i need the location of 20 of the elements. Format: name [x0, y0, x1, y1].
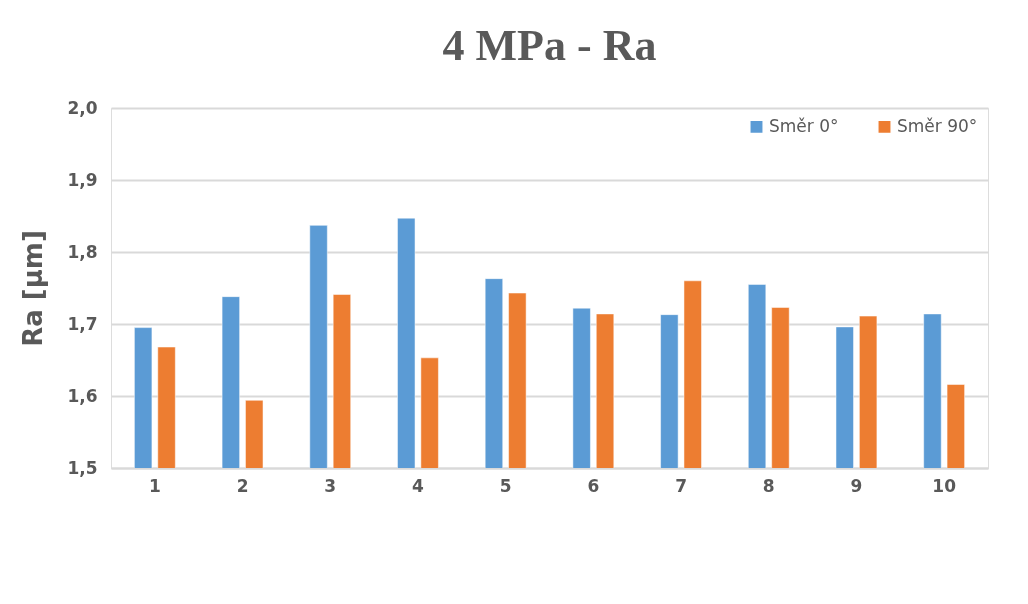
legend-label: Směr 0° — [769, 115, 839, 136]
y-tick-label: 1,5 — [67, 457, 98, 478]
x-tick-label: 8 — [762, 475, 775, 496]
y-tick-label: 2,0 — [67, 97, 98, 118]
y-tick-label: 1,9 — [67, 169, 98, 190]
x-tick-label: 6 — [587, 475, 600, 496]
legend-label: Směr 90° — [897, 115, 978, 136]
x-tick-label: 9 — [850, 475, 863, 496]
y-tick-label: 1,7 — [67, 313, 98, 334]
x-tick-label: 1 — [148, 475, 161, 496]
x-tick-label: 5 — [499, 475, 512, 496]
x-tick-label: 2 — [236, 475, 249, 496]
x-tick-label: 7 — [675, 475, 687, 496]
x-tick-label: 10 — [932, 475, 957, 496]
y-tick-label: 1,6 — [67, 385, 98, 406]
y-tick-label: 1,8 — [67, 241, 98, 262]
chart-title: 4 MPa - Ra — [442, 21, 657, 70]
x-tick-label: 4 — [412, 475, 425, 496]
y-axis-title: Ra [µm] — [18, 230, 49, 347]
x-tick-label: 3 — [324, 475, 337, 496]
